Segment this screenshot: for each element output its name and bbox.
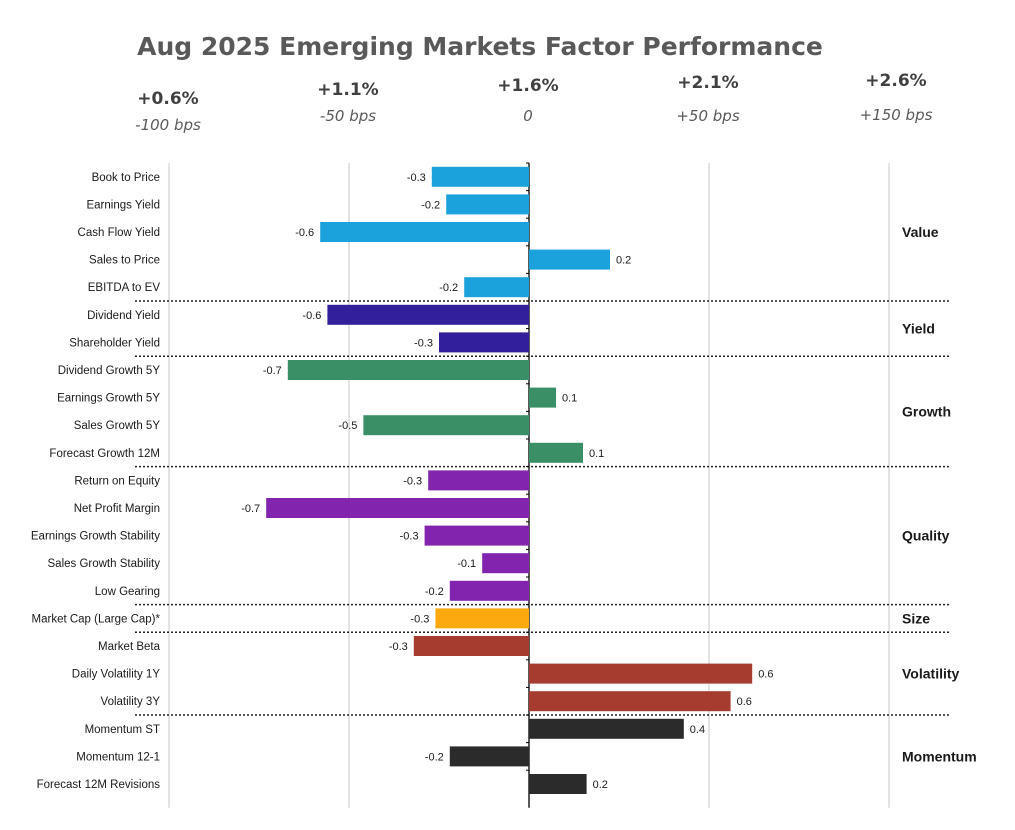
data-label: -0.3 — [400, 531, 419, 543]
bar — [529, 691, 731, 712]
data-label: -0.3 — [410, 613, 429, 625]
group-label: Size — [902, 610, 930, 626]
scenario-rate-change: +50 bps — [676, 107, 739, 125]
data-label: -0.6 — [302, 310, 321, 322]
category-label: Shareholder Yield — [69, 337, 160, 349]
data-label: -0.3 — [389, 641, 408, 653]
bar — [529, 387, 556, 408]
category-label: Cash Flow Yield — [78, 227, 160, 239]
bar — [449, 580, 529, 601]
chart-title: Aug 2025 Emerging Markets Factor Perform… — [137, 32, 823, 61]
data-label: 0.2 — [593, 779, 608, 791]
bar — [287, 360, 529, 380]
category-label: Volatility 3Y — [101, 696, 161, 708]
category-label: Sales Growth Stability — [48, 558, 161, 570]
data-label: -0.2 — [439, 282, 458, 294]
category-label: Forecast Growth 12M — [49, 448, 160, 460]
data-label: 0.1 — [562, 393, 577, 405]
data-label: -0.6 — [295, 227, 314, 239]
category-label: Momentum ST — [85, 724, 160, 736]
bar — [529, 718, 684, 739]
group-label: Yield — [902, 321, 935, 337]
category-label: Dividend Yield — [87, 310, 160, 322]
category-label: Dividend Growth 5Y — [58, 365, 161, 377]
scenario-performance: +2.1% — [677, 73, 738, 93]
data-label: -0.3 — [414, 337, 433, 349]
data-label: -0.1 — [457, 558, 476, 570]
category-label: Return on Equity — [74, 475, 160, 487]
bar — [327, 304, 529, 325]
bar — [363, 415, 529, 436]
bar — [266, 498, 529, 518]
bar — [529, 442, 583, 463]
bar — [428, 470, 529, 491]
scenario-rate-change: +150 bps — [860, 106, 933, 124]
data-label: -0.7 — [263, 365, 282, 377]
category-label: Earnings Growth 5Y — [57, 393, 160, 405]
bar — [482, 553, 529, 574]
bar — [449, 746, 529, 767]
category-label: Earnings Yield — [86, 199, 160, 211]
bar — [529, 774, 587, 794]
category-label: Momentum 12-1 — [76, 751, 160, 763]
category-label: Forecast 12M Revisions — [37, 779, 161, 791]
data-label: -0.3 — [407, 172, 426, 184]
category-label: Daily Volatility 1Y — [72, 669, 161, 681]
category-label: Earnings Growth Stability — [31, 531, 160, 543]
bar — [431, 166, 529, 187]
scenario-performance: +2.6% — [865, 71, 926, 91]
bar — [529, 249, 610, 270]
category-label: Sales Growth 5Y — [74, 420, 161, 432]
group-label: Momentum — [902, 748, 977, 764]
bar — [464, 277, 529, 298]
data-label: -0.3 — [403, 475, 422, 487]
scenario-performance: +0.6% — [137, 89, 198, 109]
bar — [413, 636, 529, 656]
data-label: 0.4 — [690, 724, 705, 736]
group-label: Growth — [902, 403, 951, 419]
data-label: -0.7 — [241, 503, 260, 515]
category-label: Book to Price — [92, 172, 160, 184]
category-label: Low Gearing — [95, 586, 160, 598]
scenario-rate-change: -50 bps — [320, 107, 376, 125]
group-label: Volatility — [902, 666, 960, 682]
data-label: 0.1 — [589, 448, 604, 460]
category-label: Market Cap (Large Cap)* — [32, 613, 161, 625]
scenario-performance: +1.6% — [497, 76, 558, 96]
bar — [446, 194, 529, 215]
category-label: Market Beta — [98, 641, 161, 653]
category-label: Net Profit Margin — [74, 503, 160, 515]
scenario-rate-change: 0 — [523, 107, 533, 125]
bar — [439, 332, 529, 353]
category-label: Sales to Price — [89, 255, 160, 267]
bar — [529, 663, 753, 684]
data-label: 0.6 — [737, 696, 752, 708]
bar — [320, 222, 529, 242]
bar — [424, 525, 529, 546]
data-label: -0.2 — [421, 199, 440, 211]
data-label: -0.2 — [425, 586, 444, 598]
data-label: -0.5 — [338, 420, 357, 432]
data-label: -0.2 — [425, 751, 444, 763]
group-label: Value — [902, 224, 939, 240]
data-label: 0.2 — [616, 255, 631, 267]
category-label: EBITDA to EV — [88, 282, 161, 294]
data-label: 0.6 — [758, 669, 773, 681]
group-label: Quality — [902, 528, 950, 544]
scenario-rate-change: -100 bps — [135, 116, 201, 134]
scenario-performance: +1.1% — [317, 80, 378, 100]
bar — [435, 608, 529, 629]
